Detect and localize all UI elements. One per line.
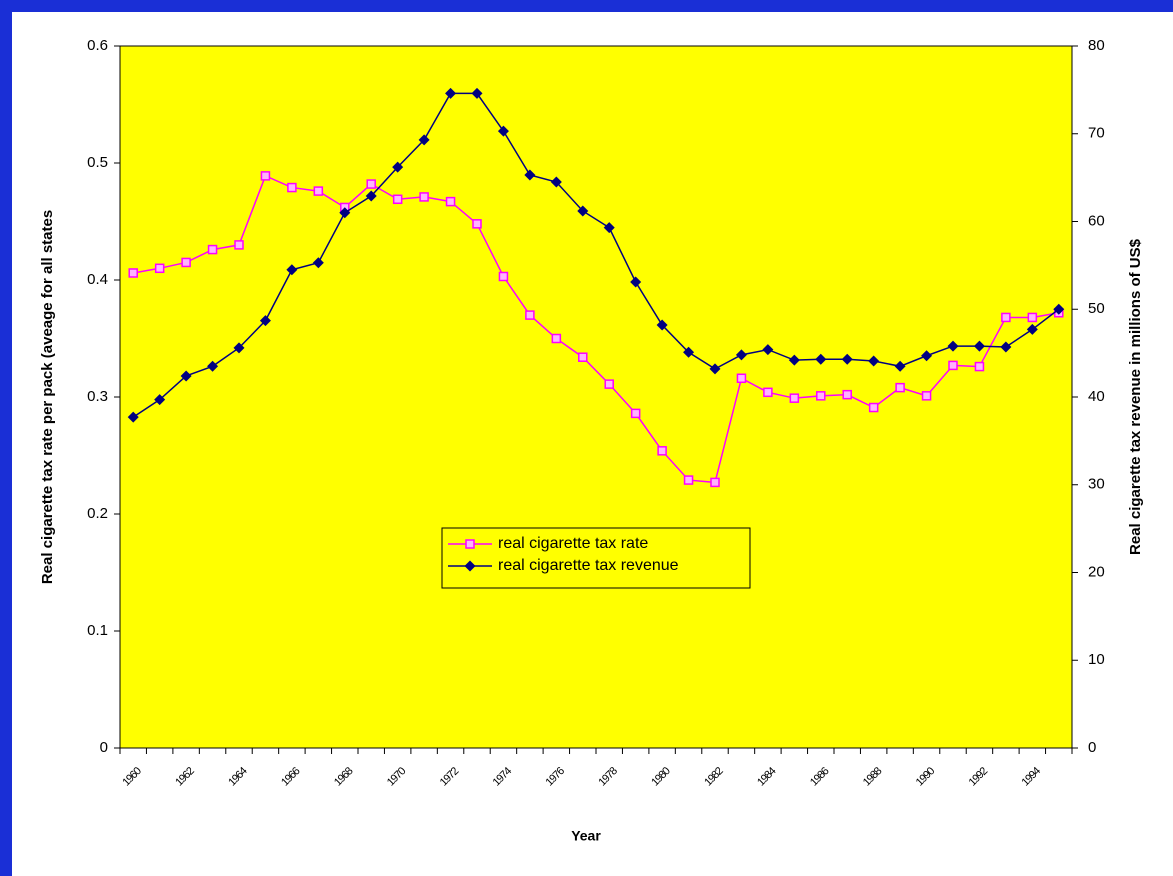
y2-tick-label: 20 [1088, 563, 1105, 580]
y2-tick-label: 50 [1088, 300, 1105, 317]
point [710, 477, 720, 488]
point [762, 344, 774, 356]
point [577, 205, 589, 217]
point [128, 268, 138, 278]
legend-label: real cigarette tax revenue [498, 557, 679, 574]
point [763, 387, 773, 398]
point [207, 244, 218, 255]
point [471, 87, 483, 99]
legend-marker [465, 539, 475, 549]
series-line [132, 92, 1060, 418]
point [630, 276, 642, 288]
point [947, 340, 959, 352]
y-tick-label: 0 [100, 739, 108, 756]
point [921, 391, 932, 401]
point [604, 379, 614, 389]
point [339, 207, 351, 219]
point [788, 354, 800, 366]
y-tick-label: 0.3 [87, 388, 108, 405]
legend-marker [464, 560, 476, 572]
y2-tick-label: 80 [1088, 37, 1105, 54]
point [578, 352, 588, 362]
point [472, 219, 482, 229]
point [709, 363, 721, 375]
legend: real cigarette tax rate real cigarette ta… [441, 527, 751, 589]
point [948, 360, 958, 371]
point [921, 350, 933, 362]
point [1027, 312, 1038, 323]
point [392, 161, 404, 173]
point [259, 315, 271, 327]
y-tick-label: 0.6 [87, 37, 108, 54]
y2-tick-label: 0 [1088, 739, 1096, 756]
point [207, 360, 219, 372]
point [683, 346, 695, 358]
point [630, 408, 641, 419]
point [419, 192, 429, 202]
point [497, 125, 509, 137]
point [842, 389, 852, 400]
point [816, 391, 826, 401]
point [789, 393, 800, 403]
y-tick-label: 0.1 [87, 622, 108, 639]
y2-tick-label: 40 [1088, 388, 1105, 405]
point [180, 370, 192, 382]
y2-axis-title: Real cigarette tax revenue in millions o… [1127, 238, 1144, 555]
point [894, 360, 906, 372]
point [736, 373, 747, 384]
point [365, 190, 377, 202]
point [973, 340, 985, 352]
point [1001, 312, 1011, 323]
point [1053, 303, 1065, 315]
point [233, 342, 245, 354]
point [868, 355, 880, 367]
y2-tick-label: 70 [1088, 125, 1105, 142]
point [312, 257, 324, 269]
y2-tick-label: 30 [1088, 476, 1105, 493]
point [445, 87, 457, 99]
y-tick-label: 0.5 [87, 154, 108, 171]
y-tick-label: 0.2 [87, 505, 108, 522]
point [656, 319, 668, 331]
point [181, 257, 191, 268]
y-axis-title: Real cigarette tax rate per pack (aveage… [39, 210, 56, 584]
point [524, 169, 536, 181]
point [1026, 323, 1038, 335]
point [603, 222, 615, 234]
plot-area [119, 45, 1073, 749]
y-tick-label: 0.4 [87, 271, 108, 288]
point [895, 382, 905, 393]
point [366, 179, 376, 189]
point [868, 402, 879, 413]
point [154, 394, 166, 406]
y2-tick-label: 10 [1088, 651, 1105, 668]
point [286, 264, 298, 276]
legend-label: real cigarette tax rate [498, 535, 648, 552]
point [392, 194, 403, 205]
point [287, 182, 297, 193]
point [974, 361, 985, 372]
point [525, 310, 535, 320]
point [127, 411, 139, 423]
point [550, 176, 562, 188]
point [683, 475, 694, 485]
point [1000, 341, 1012, 353]
point [313, 186, 324, 196]
point [234, 240, 244, 250]
point [551, 333, 562, 344]
point [445, 196, 456, 207]
point [735, 349, 747, 361]
point [418, 134, 430, 146]
point [260, 171, 271, 181]
point [841, 353, 853, 365]
point [657, 446, 667, 456]
y2-tick-label: 60 [1088, 212, 1105, 229]
point [815, 353, 827, 365]
point [154, 263, 165, 274]
point [498, 271, 509, 282]
legend-box [441, 527, 751, 589]
x-axis-title: Year [571, 828, 601, 844]
